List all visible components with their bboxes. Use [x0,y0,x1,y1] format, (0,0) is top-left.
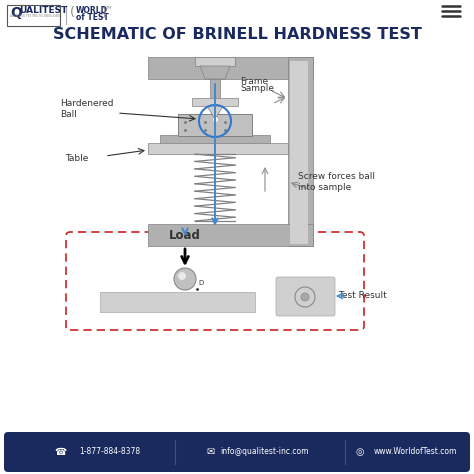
Text: Test Result: Test Result [338,292,387,301]
Text: Sample: Sample [240,84,274,93]
FancyBboxPatch shape [276,277,335,316]
Polygon shape [200,66,230,79]
FancyBboxPatch shape [8,4,61,26]
FancyBboxPatch shape [195,57,235,66]
FancyBboxPatch shape [148,224,313,246]
Text: ADVANCED TESTING TECHNOLOGIES: ADVANCED TESTING TECHNOLOGIES [10,14,60,18]
Text: Hardenered
Ball: Hardenered Ball [60,99,113,119]
Text: SCHEMATIC OF BRINELL HARDNESS TEST: SCHEMATIC OF BRINELL HARDNESS TEST [53,27,421,42]
Text: UALITEST: UALITEST [19,6,67,15]
Text: info@qualitest-inc.com: info@qualitest-inc.com [221,447,309,456]
Circle shape [178,272,186,280]
Text: TM: TM [105,6,111,10]
Text: 1-877-884-8378: 1-877-884-8378 [80,447,141,456]
FancyBboxPatch shape [100,292,255,312]
Text: ◎: ◎ [356,447,364,457]
Text: Screw forces ball
into sample: Screw forces ball into sample [298,172,375,192]
Polygon shape [207,106,223,119]
Text: Load: Load [169,229,201,242]
FancyBboxPatch shape [148,57,313,79]
Text: WORLD: WORLD [76,6,108,15]
Text: Q: Q [10,6,22,20]
FancyBboxPatch shape [160,135,270,144]
Text: of TEST: of TEST [76,13,109,22]
FancyBboxPatch shape [290,61,308,244]
FancyBboxPatch shape [288,57,313,246]
Text: ): ) [102,7,107,20]
Text: Table: Table [65,154,88,163]
Text: ☎: ☎ [54,447,66,457]
FancyBboxPatch shape [148,143,288,154]
Text: D: D [198,280,203,286]
Circle shape [301,293,309,301]
Text: (: ( [70,6,75,19]
Text: Frame: Frame [240,77,268,86]
FancyBboxPatch shape [66,232,364,330]
FancyBboxPatch shape [178,114,252,136]
Text: www.WorldofTest.com: www.WorldofTest.com [374,447,456,456]
FancyBboxPatch shape [210,79,220,99]
Circle shape [174,268,196,290]
Text: ✉: ✉ [206,447,214,457]
FancyBboxPatch shape [4,432,470,472]
FancyBboxPatch shape [192,98,238,106]
